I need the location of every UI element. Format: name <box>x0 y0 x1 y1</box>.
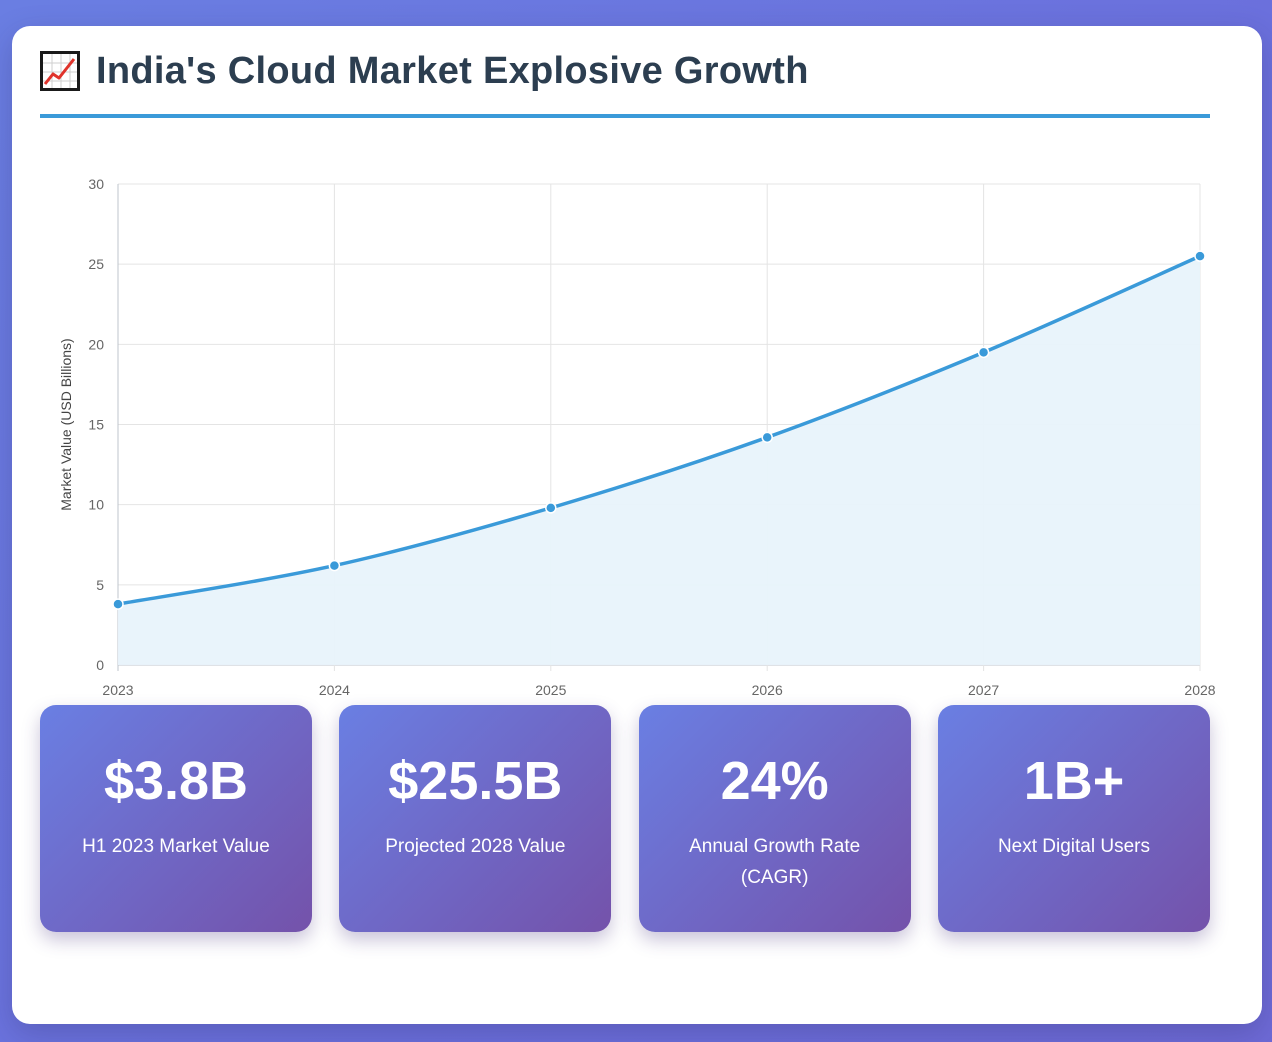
data-point <box>761 431 773 444</box>
stat-value: 1B+ <box>1023 751 1125 811</box>
x-tick-label: 2025 <box>535 682 566 698</box>
y-axis-title: Market Value (USD Billions) <box>58 338 74 510</box>
page-title: India's Cloud Market Explosive Growth <box>96 49 809 92</box>
x-tick-label: 2028 <box>1184 682 1215 698</box>
stat-label: Next Digital Users <box>997 836 1150 857</box>
y-tick-label: 0 <box>96 657 104 673</box>
data-point <box>545 502 557 514</box>
x-tick-label: 2026 <box>752 682 783 698</box>
stat-value: $3.8B <box>103 751 249 811</box>
stat-card-projected-value: $25.5B Projected 2028 Value <box>339 705 612 932</box>
chart-increasing-icon <box>40 51 80 91</box>
stat-value: 24% <box>720 751 829 811</box>
data-point <box>112 598 124 610</box>
data-point <box>977 346 990 359</box>
x-tick-label: 2027 <box>968 682 999 698</box>
stat-label: Annual Growth Rate (CAGR) <box>689 836 861 888</box>
title-divider <box>40 114 1210 118</box>
y-tick-label: 10 <box>88 497 104 513</box>
y-tick-label: 20 <box>88 336 104 352</box>
y-tick-label: 5 <box>96 577 104 593</box>
data-point <box>1194 250 1206 262</box>
stat-card-digital-users: 1B+ Next Digital Users <box>937 705 1210 932</box>
data-point <box>328 559 341 572</box>
y-tick-label: 30 <box>88 176 104 192</box>
x-tick-label: 2024 <box>319 682 350 698</box>
page-header: India's Cloud Market Explosive Growth <box>40 48 1210 94</box>
stat-label: H1 2023 Market Value <box>82 836 270 857</box>
stats-row: $3.8B H1 2023 Market Value $25.5B Projec… <box>40 705 1210 932</box>
series-line <box>117 254 1201 606</box>
series-area-fill <box>118 256 1200 665</box>
stat-card-growth-rate: 24% Annual Growth Rate (CAGR) <box>638 705 911 932</box>
y-tick-label: 25 <box>88 256 104 272</box>
stat-label: Projected 2028 Value <box>385 836 566 857</box>
y-tick-label: 15 <box>88 417 104 433</box>
stat-card-market-value: $3.8B H1 2023 Market Value <box>40 705 312 932</box>
x-tick-label: 2023 <box>102 682 133 698</box>
stat-value: $25.5B <box>388 751 563 811</box>
